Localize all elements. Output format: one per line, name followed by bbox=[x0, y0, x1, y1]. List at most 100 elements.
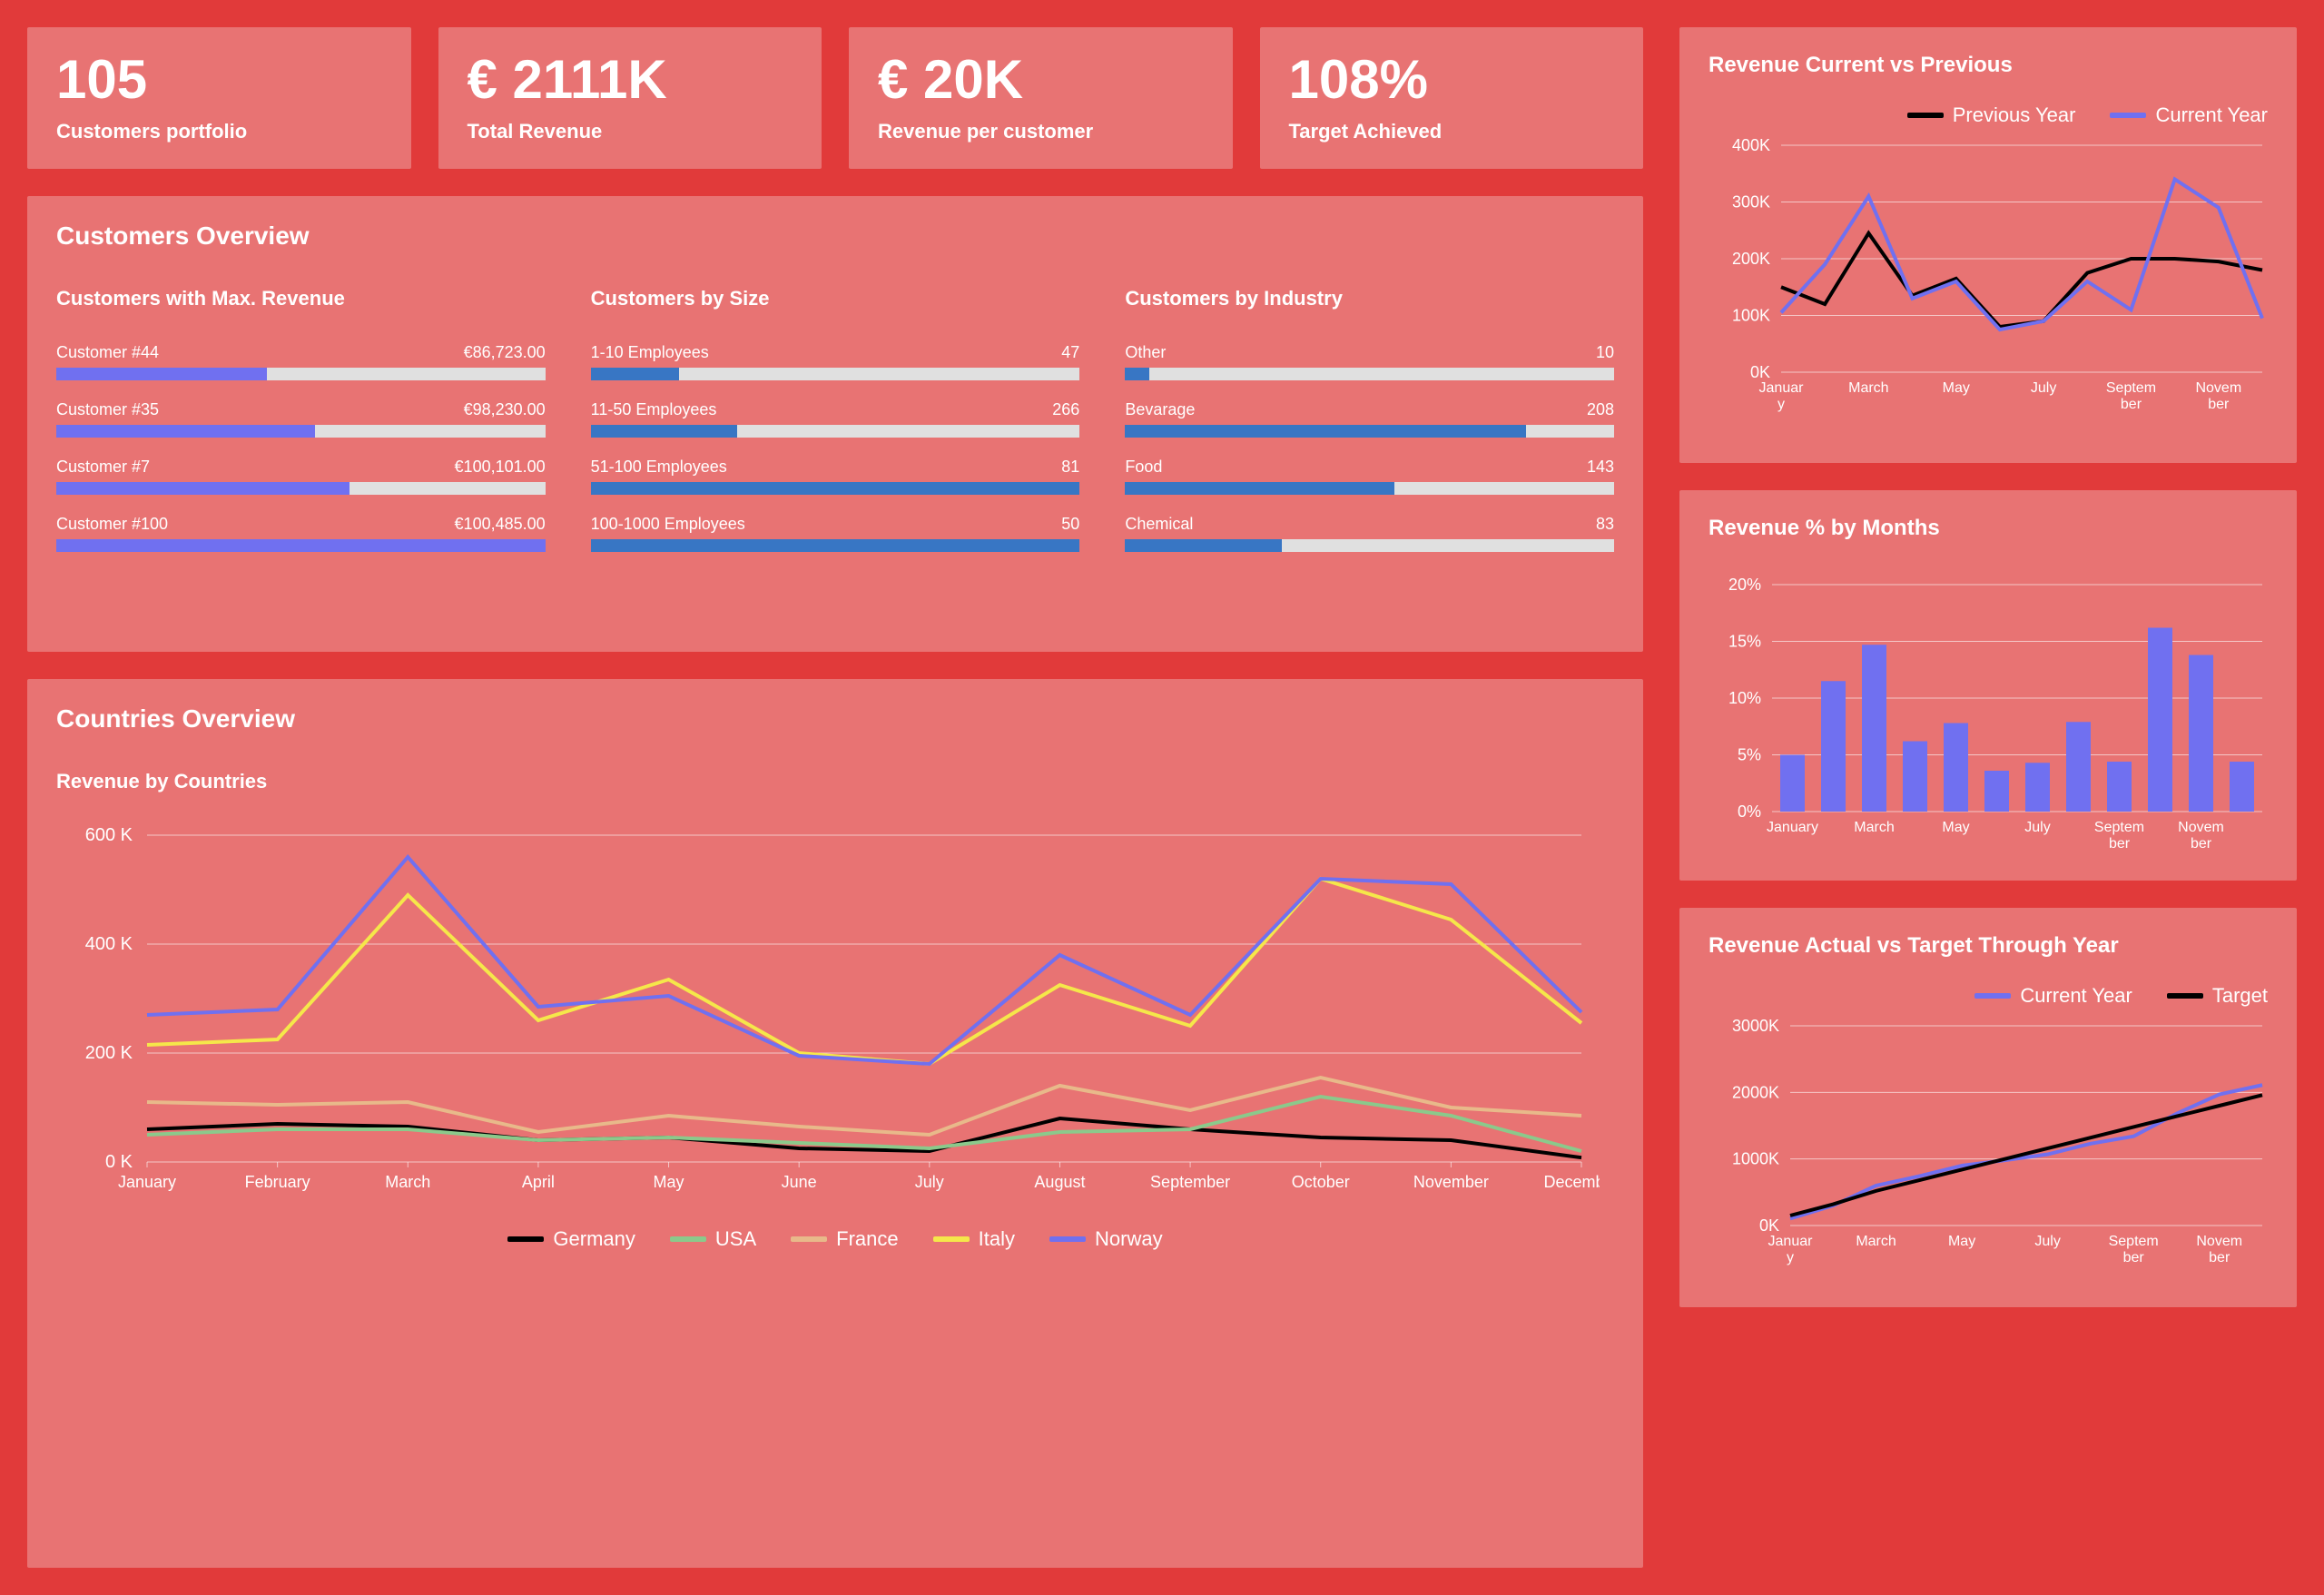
legend-item: Germany bbox=[507, 1227, 635, 1251]
bar-item: Food 143 bbox=[1125, 458, 1614, 495]
legend-item: Italy bbox=[933, 1227, 1015, 1251]
bar-fill bbox=[1125, 368, 1149, 380]
bar-value: €100,485.00 bbox=[455, 515, 546, 534]
svg-text:May: May bbox=[654, 1173, 684, 1191]
bar-fill bbox=[591, 539, 1080, 552]
bar-fill bbox=[1125, 425, 1526, 438]
bar-label: Customer #100 bbox=[56, 515, 168, 534]
bar-item: Customer #7 €100,101.00 bbox=[56, 458, 546, 495]
bar-track bbox=[1125, 425, 1614, 438]
bar-label: Customer #44 bbox=[56, 343, 159, 362]
actual-vs-target-title: Revenue Actual vs Target Through Year bbox=[1709, 933, 2268, 959]
bar-fill bbox=[591, 368, 679, 380]
bar-label: Customer #7 bbox=[56, 458, 150, 477]
bar-item: Customer #44 €86,723.00 bbox=[56, 343, 546, 380]
legend-item: Current Year bbox=[1974, 984, 2132, 1008]
bar-label: Food bbox=[1125, 458, 1162, 477]
bar-value: 208 bbox=[1587, 400, 1614, 419]
svg-text:10%: 10% bbox=[1728, 689, 1761, 707]
bar-fill bbox=[56, 539, 546, 552]
kpi-value: 108% bbox=[1289, 53, 1615, 107]
bar-item: Chemical 83 bbox=[1125, 515, 1614, 552]
bar-value: 83 bbox=[1596, 515, 1614, 534]
avt-legend: Current YearTarget bbox=[1709, 984, 2268, 1008]
bar-value: €98,230.00 bbox=[464, 400, 546, 419]
svg-text:September: September bbox=[2109, 1234, 2159, 1265]
svg-text:5%: 5% bbox=[1738, 746, 1761, 764]
bar-item: 1-10 Employees 47 bbox=[591, 343, 1080, 380]
svg-text:0 K: 0 K bbox=[105, 1152, 133, 1172]
svg-text:November: November bbox=[1413, 1173, 1489, 1191]
actual-vs-target-panel: Revenue Actual vs Target Through Year Cu… bbox=[1679, 908, 2297, 1307]
bar-item: Customer #35 €98,230.00 bbox=[56, 400, 546, 438]
svg-text:September: September bbox=[2094, 820, 2144, 852]
bar-track bbox=[591, 425, 1080, 438]
svg-text:February: February bbox=[245, 1173, 310, 1191]
bar-value: 81 bbox=[1061, 458, 1079, 477]
bar-label: 51-100 Employees bbox=[591, 458, 727, 477]
bar-fill bbox=[56, 368, 267, 380]
bar-label: Bevarage bbox=[1125, 400, 1195, 419]
kpi-label: Revenue per customer bbox=[878, 120, 1204, 143]
bar-value: €100,101.00 bbox=[455, 458, 546, 477]
max-revenue-col: Customers with Max. Revenue Customer #44… bbox=[56, 287, 546, 572]
bar-label: 11-50 Employees bbox=[591, 400, 717, 419]
svg-text:200 K: 200 K bbox=[85, 1043, 133, 1063]
svg-text:0K: 0K bbox=[1750, 363, 1770, 381]
bar-value: 50 bbox=[1061, 515, 1079, 534]
bar-item: 100-1000 Employees 50 bbox=[591, 515, 1080, 552]
kpi-card-1: € 2111K Total Revenue bbox=[438, 27, 822, 169]
svg-text:0%: 0% bbox=[1738, 802, 1761, 821]
svg-text:15%: 15% bbox=[1728, 633, 1761, 651]
svg-text:January: January bbox=[1759, 380, 1805, 412]
bar-value: €86,723.00 bbox=[464, 343, 546, 362]
svg-text:November: November bbox=[2196, 1234, 2242, 1265]
revenue-pct-panel: Revenue % by Months 0%5%10%15%20%January… bbox=[1679, 490, 2297, 881]
by-industry-title: Customers by Industry bbox=[1125, 287, 1614, 310]
bar-track bbox=[1125, 368, 1614, 380]
bar-label: Customer #35 bbox=[56, 400, 159, 419]
svg-text:September: September bbox=[2106, 380, 2156, 412]
by-industry-col: Customers by Industry Other 10 Bevarage … bbox=[1125, 287, 1614, 572]
svg-text:3000K: 3000K bbox=[1732, 1017, 1779, 1035]
bar-fill bbox=[56, 425, 315, 438]
legend-item: Previous Year bbox=[1907, 103, 2076, 127]
revenue-pct-title: Revenue % by Months bbox=[1709, 516, 2268, 541]
countries-legend: GermanyUSAFranceItalyNorway bbox=[56, 1227, 1614, 1251]
kpi-card-0: 105 Customers portfolio bbox=[27, 27, 411, 169]
bar-item: 11-50 Employees 266 bbox=[591, 400, 1080, 438]
kpi-value: € 20K bbox=[878, 53, 1204, 107]
svg-text:0K: 0K bbox=[1759, 1216, 1779, 1235]
svg-text:April: April bbox=[522, 1173, 555, 1191]
svg-text:May: May bbox=[1943, 380, 1970, 396]
bar-label: 1-10 Employees bbox=[591, 343, 709, 362]
kpi-value: 105 bbox=[56, 53, 382, 107]
bar-value: 143 bbox=[1587, 458, 1614, 477]
svg-text:200K: 200K bbox=[1732, 250, 1770, 268]
svg-text:August: August bbox=[1034, 1173, 1085, 1191]
bar-fill bbox=[56, 482, 350, 495]
svg-text:May: May bbox=[1942, 820, 1969, 835]
svg-text:400K: 400K bbox=[1732, 136, 1770, 154]
svg-text:400 K: 400 K bbox=[85, 934, 133, 954]
actual-vs-target-chart: 0K1000K2000K3000KJanuaryMarchMayJulySept… bbox=[1709, 1017, 2271, 1289]
bar-track bbox=[56, 539, 546, 552]
kpi-value: € 2111K bbox=[468, 53, 793, 107]
countries-chart: 0 K200 K400 K600 KJanuaryFebruaryMarchAp… bbox=[56, 826, 1600, 1216]
kpi-label: Customers portfolio bbox=[56, 120, 382, 143]
bar-value: 266 bbox=[1052, 400, 1079, 419]
bar-track bbox=[591, 539, 1080, 552]
by-size-col: Customers by Size 1-10 Employees 47 11-5… bbox=[591, 287, 1080, 572]
countries-overview-panel: Countries Overview Revenue by Countries … bbox=[27, 679, 1643, 1568]
bar-item: Bevarage 208 bbox=[1125, 400, 1614, 438]
bar-label: Other bbox=[1125, 343, 1166, 362]
kpi-label: Total Revenue bbox=[468, 120, 793, 143]
bar-track bbox=[1125, 539, 1614, 552]
legend-item: Current Year bbox=[2110, 103, 2268, 127]
svg-text:300K: 300K bbox=[1732, 193, 1770, 212]
bar-fill bbox=[1125, 482, 1393, 495]
svg-text:January: January bbox=[1768, 1234, 1814, 1265]
svg-text:November: November bbox=[2178, 820, 2224, 852]
legend-item: France bbox=[791, 1227, 898, 1251]
max-revenue-title: Customers with Max. Revenue bbox=[56, 287, 546, 310]
